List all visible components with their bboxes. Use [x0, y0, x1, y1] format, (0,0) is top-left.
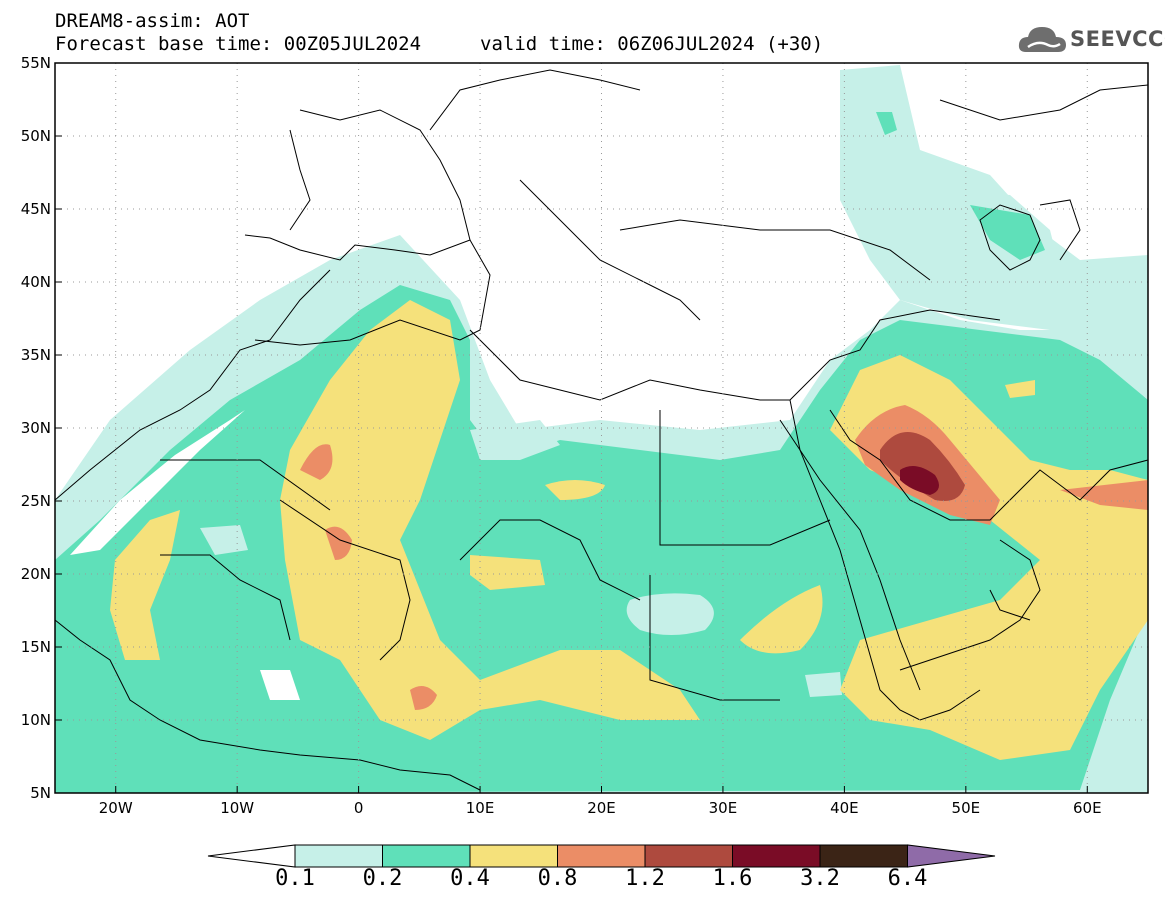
lat-tick-label: 50N	[21, 127, 51, 145]
lat-tick-label: 40N	[21, 273, 51, 291]
cloud-icon	[1018, 27, 1066, 52]
aot-field-1.2	[880, 432, 965, 501]
colorbar-level-label: 6.4	[887, 866, 928, 891]
lat-tick-label: 25N	[21, 492, 51, 510]
lon-tick-label: 50E	[952, 799, 981, 817]
colorbar-level-label: 0.1	[275, 866, 315, 891]
lon-tick-label: 20W	[99, 799, 133, 817]
lat-tick-label: 30N	[21, 419, 51, 437]
colorbar-segment	[732, 844, 821, 868]
aot-field-0.1-patches	[200, 420, 842, 697]
aot-field-lt0.1-patches	[70, 410, 300, 700]
coastlines	[55, 69, 1148, 791]
lon-tick-label: 10W	[220, 799, 254, 817]
lat-tick-label: 35N	[21, 346, 51, 364]
lon-tick-label: 60E	[1073, 799, 1102, 817]
axis-ticks: 20W 10W 0 10E 20E 30E 40E 50E 60E 55N 50N 45N 40N 35N…	[21, 54, 1102, 817]
colorbar-segment	[557, 844, 646, 868]
seevccc-logo: SEEVCCC	[1018, 22, 1165, 58]
colorbar-segment	[819, 844, 908, 868]
lon-tick-label: 10E	[466, 799, 495, 817]
lat-tick-label: 45N	[21, 200, 51, 218]
lon-tick-label: 0	[354, 799, 364, 817]
map-title: DREAM8-assim: AOT	[55, 10, 250, 32]
colorbar-segment	[294, 844, 383, 868]
colorbar-level-label: 0.8	[537, 866, 578, 891]
colorbar-segment	[644, 844, 733, 868]
lon-tick-label: 30E	[709, 799, 738, 817]
colorbar	[207, 844, 996, 868]
colorbar-under-arrow	[207, 844, 296, 868]
lat-tick-label: 10N	[21, 711, 51, 729]
aot-field-1.6	[900, 466, 939, 495]
colorbar-level-label: 3.2	[800, 866, 840, 891]
lat-tick-label: 20N	[21, 565, 51, 583]
colorbar-level-label: 0.4	[450, 866, 490, 891]
lat-tick-label: 5N	[30, 784, 51, 802]
colorbar-level-label: 0.2	[362, 866, 403, 891]
lat-tick-label: 55N	[21, 54, 51, 72]
valid-time: valid time: 06Z06JUL2024 (+30)	[480, 33, 824, 55]
colorbar-level-label: 1.2	[625, 866, 665, 891]
graticule	[55, 63, 1148, 793]
colorbar-segment	[382, 844, 471, 868]
aot-field	[55, 63, 1148, 793]
colorbar-segment	[469, 844, 558, 868]
forecast-base-time: Forecast base time: 00Z05JUL2024	[55, 33, 422, 55]
lon-tick-label: 20E	[587, 799, 616, 817]
lat-tick-label: 15N	[21, 638, 51, 656]
colorbar-level-label: 1.6	[712, 866, 753, 891]
colorbar-over-arrow	[907, 844, 996, 868]
lon-tick-label: 40E	[830, 799, 859, 817]
